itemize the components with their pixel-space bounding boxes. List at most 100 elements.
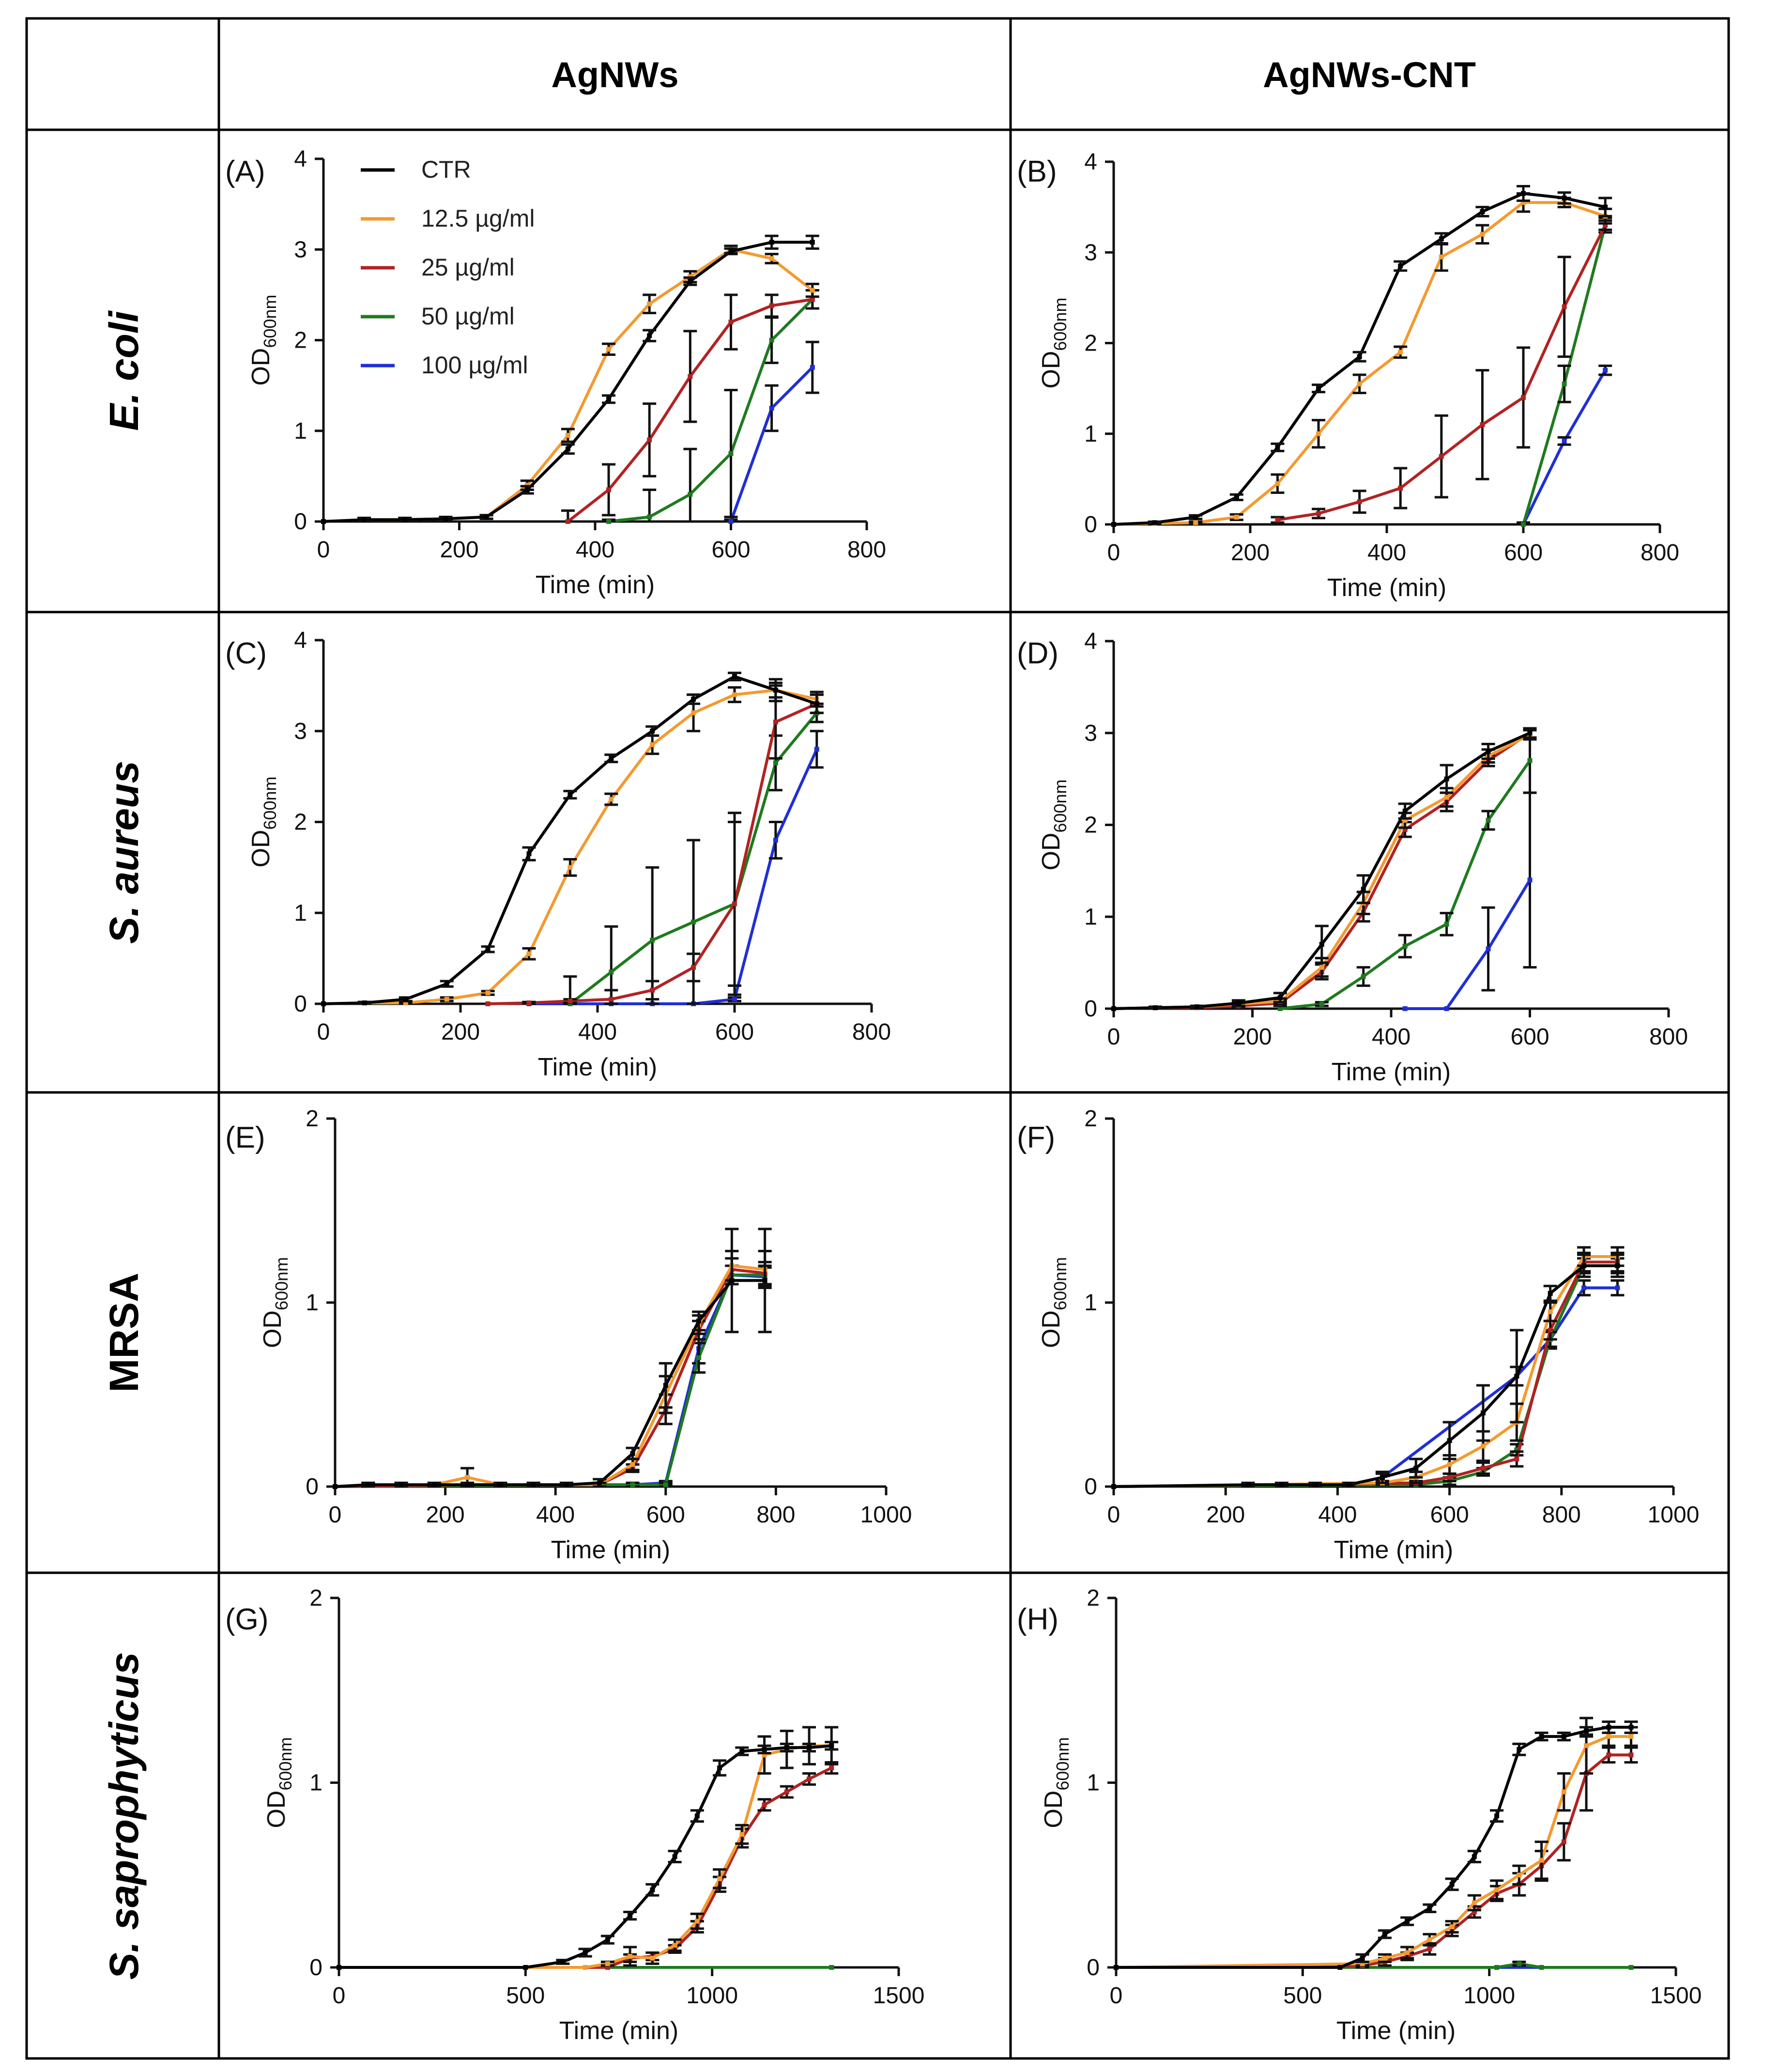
x-tick-label: 600: [1430, 1502, 1469, 1528]
data-point: [1603, 223, 1608, 228]
y-tick-label: 4: [1084, 629, 1097, 654]
data-point: [362, 517, 367, 522]
y-tick-label: 3: [294, 719, 307, 744]
x-tick-label: 1000: [1463, 1983, 1515, 2009]
data-point: [523, 1965, 528, 1970]
data-point: [1382, 1932, 1387, 1937]
data-point: [630, 1451, 635, 1456]
y-tick-label: 0: [1084, 996, 1097, 1022]
data-point: [1361, 974, 1366, 979]
y-tick-label: 0: [306, 1474, 319, 1500]
x-tick-label: 1000: [686, 1983, 738, 2009]
data-point: [1152, 1005, 1158, 1011]
y-axis-label-subscript: 600nm: [1050, 1257, 1070, 1310]
y-tick-label: 0: [1084, 512, 1097, 537]
series-12-5-g-ml: [337, 1726, 839, 1970]
legend-item: 25 µg/ml: [361, 254, 515, 281]
x-tick-label: 600: [1510, 1024, 1549, 1050]
legend-label: 25 µg/ml: [421, 254, 515, 281]
y-tick-label: 1: [306, 1290, 319, 1316]
data-point: [567, 792, 573, 798]
series-line: [1116, 1753, 1631, 1969]
data-point: [485, 947, 491, 952]
data-point: [485, 1001, 491, 1006]
data-point: [732, 692, 737, 697]
data-point: [565, 519, 570, 524]
data-point: [605, 1961, 610, 1966]
data-point: [1405, 1919, 1410, 1924]
x-axis-label: Time (min): [538, 1053, 658, 1081]
y-tick-label: 1: [1084, 421, 1097, 447]
x-axis-label: Time (min): [1336, 2017, 1456, 2045]
data-point: [606, 487, 612, 492]
data-point: [567, 865, 573, 870]
data-point: [773, 760, 778, 766]
x-tick-label: 800: [1641, 540, 1679, 566]
data-point: [696, 1319, 702, 1323]
data-point: [1480, 422, 1485, 428]
y-axis-label: OD600nm: [262, 1737, 295, 1828]
data-point: [1561, 1734, 1566, 1739]
data-point: [663, 1482, 668, 1488]
data-point: [1402, 943, 1408, 949]
series-100-g-ml: [724, 340, 819, 524]
panel-label: (F): [1017, 1121, 1055, 1154]
data-point: [1628, 1725, 1634, 1730]
data-point: [647, 333, 652, 338]
data-point: [647, 437, 652, 443]
data-point: [1562, 195, 1567, 200]
data-point: [650, 987, 655, 993]
y-tick-label: 3: [1084, 240, 1097, 265]
x-tick-label: 400: [1372, 1024, 1411, 1050]
data-point: [728, 451, 734, 456]
data-point: [784, 1789, 789, 1795]
chart-panel-3: (C) 0 1 2 3 4 0 200 400 600 800 Time (min) OD600nm: [225, 628, 891, 1081]
data-point: [1517, 1961, 1522, 1966]
x-tick-label: 200: [1206, 1502, 1245, 1528]
y-axis-label-subscript: 600nm: [260, 294, 280, 348]
y-axis-label-subscript: 600nm: [1053, 1737, 1073, 1790]
data-point: [1561, 1839, 1566, 1844]
data-point: [1316, 511, 1321, 516]
data-point: [814, 747, 819, 752]
data-point: [606, 519, 612, 524]
data-point: [1427, 1946, 1432, 1951]
data-point: [1427, 1937, 1432, 1942]
data-point: [1548, 1309, 1553, 1314]
data-point: [321, 1001, 326, 1006]
data-point: [1413, 1466, 1419, 1471]
data-point: [1480, 209, 1485, 214]
data-point: [565, 446, 570, 452]
chart-panel-1: (A) 0 1 2 3 4 0 200 400 600 800 Time (min) OD600nm: [225, 146, 886, 599]
data-point: [583, 1965, 588, 1970]
data-point: [688, 374, 693, 379]
x-tick-label: 400: [1367, 540, 1406, 566]
x-axis-label: Time (min): [551, 1536, 671, 1564]
x-tick-label: 0: [329, 1502, 342, 1528]
legend-label: 100 µg/ml: [421, 352, 528, 379]
data-point: [773, 719, 778, 724]
data-point: [688, 491, 693, 497]
panel-label: (G): [225, 1603, 269, 1636]
data-point: [1562, 304, 1567, 309]
y-tick-label: 2: [309, 1585, 322, 1611]
data-point: [1521, 191, 1526, 196]
data-point: [628, 1954, 633, 1959]
data-point: [630, 1482, 635, 1488]
series-50-g-ml: [602, 289, 819, 524]
data-point: [560, 1959, 566, 1965]
data-point: [1402, 1006, 1408, 1011]
y-axis-label: OD600nm: [1037, 1257, 1070, 1348]
y-tick-label: 2: [1084, 813, 1097, 838]
data-point: [1319, 1001, 1324, 1007]
data-point: [1539, 1857, 1544, 1863]
series-line: [335, 1264, 765, 1488]
data-point: [647, 301, 652, 307]
chart-panel-2: (B) 0 1 2 3 4 0 200 400 600 800 Time (min) OD600nm: [1017, 149, 1679, 602]
data-point: [1439, 254, 1444, 260]
data-point: [769, 303, 774, 308]
series-line: [323, 248, 813, 523]
x-tick-label: 1000: [860, 1502, 912, 1528]
data-point: [1548, 1328, 1553, 1333]
